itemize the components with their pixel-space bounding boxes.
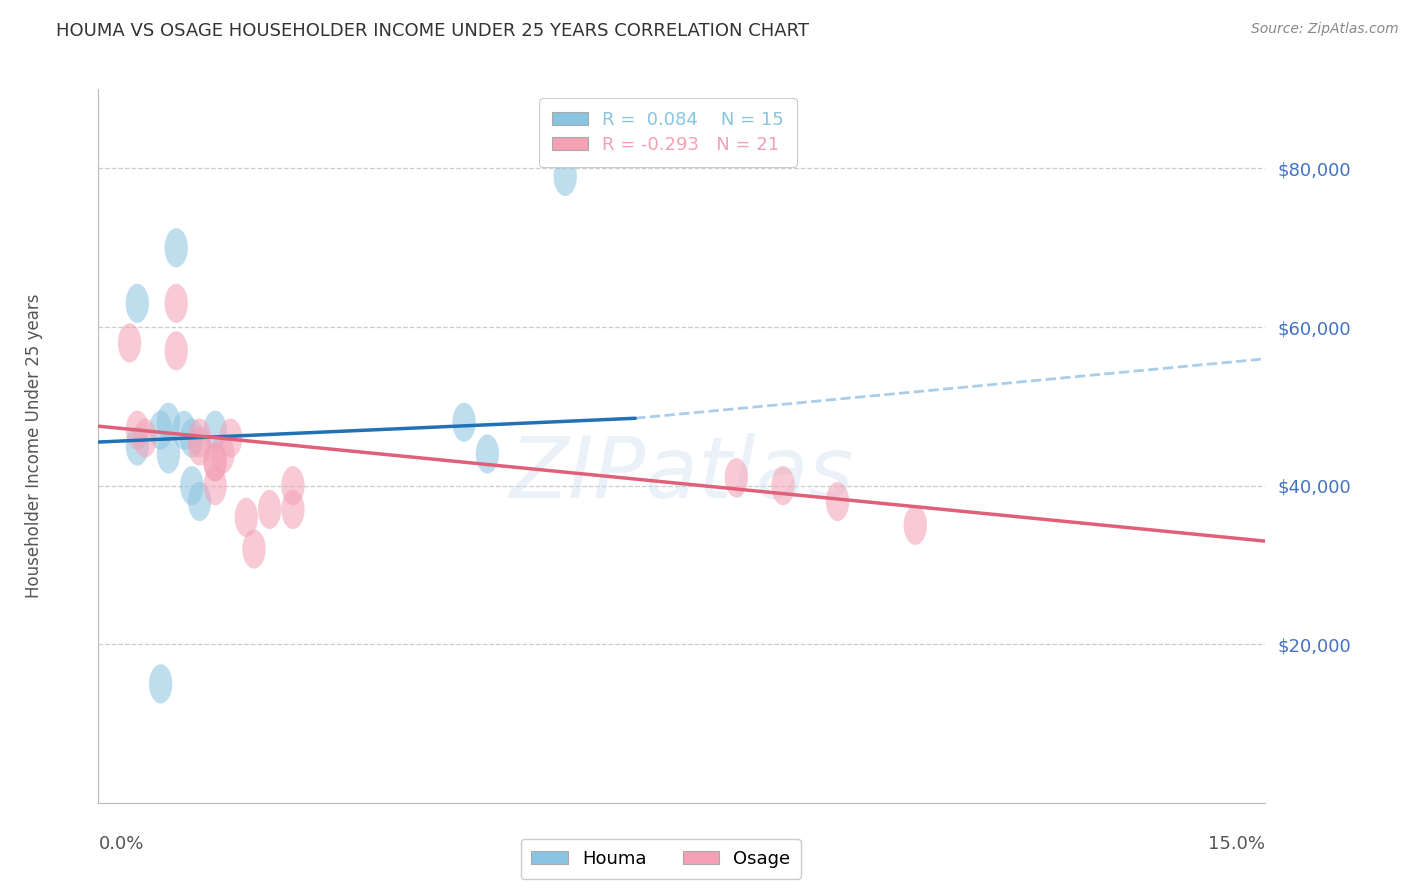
Ellipse shape [165,284,188,323]
Ellipse shape [904,506,927,545]
Ellipse shape [118,323,141,362]
Ellipse shape [157,402,180,442]
Text: ZIPatlas: ZIPatlas [510,433,853,516]
Ellipse shape [125,284,149,323]
Text: 15.0%: 15.0% [1208,835,1265,853]
Ellipse shape [134,418,157,458]
Ellipse shape [475,434,499,474]
Ellipse shape [165,228,188,268]
Ellipse shape [157,434,180,474]
Text: 0.0%: 0.0% [98,835,143,853]
Ellipse shape [149,665,173,704]
Ellipse shape [554,157,576,196]
Ellipse shape [125,426,149,466]
Ellipse shape [772,466,794,505]
Ellipse shape [219,418,242,458]
Ellipse shape [211,434,235,474]
Ellipse shape [173,410,195,450]
Text: HOUMA VS OSAGE HOUSEHOLDER INCOME UNDER 25 YEARS CORRELATION CHART: HOUMA VS OSAGE HOUSEHOLDER INCOME UNDER … [56,22,810,40]
Ellipse shape [825,482,849,521]
Ellipse shape [204,442,226,482]
Ellipse shape [235,498,257,537]
Ellipse shape [281,466,305,505]
Ellipse shape [165,331,188,370]
Ellipse shape [281,490,305,529]
Ellipse shape [242,530,266,569]
Ellipse shape [204,442,226,482]
Ellipse shape [204,410,226,450]
Ellipse shape [453,402,475,442]
Ellipse shape [204,466,226,505]
Ellipse shape [180,418,204,458]
Text: Householder Income Under 25 years: Householder Income Under 25 years [25,293,44,599]
Ellipse shape [125,410,149,450]
Ellipse shape [188,426,211,466]
Ellipse shape [257,490,281,529]
Ellipse shape [188,482,211,521]
Text: Source: ZipAtlas.com: Source: ZipAtlas.com [1251,22,1399,37]
Ellipse shape [149,410,173,450]
Ellipse shape [724,458,748,498]
Legend: R =  0.084    N = 15, R = -0.293   N = 21: R = 0.084 N = 15, R = -0.293 N = 21 [540,98,797,167]
Ellipse shape [180,466,204,505]
Legend: Houma, Osage: Houma, Osage [520,838,801,879]
Ellipse shape [188,418,211,458]
